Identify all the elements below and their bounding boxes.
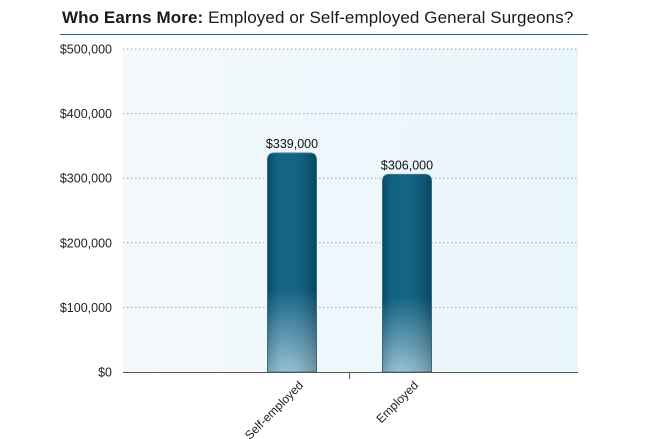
bar-shading [382, 174, 432, 372]
bar-value-label: $339,000 [266, 137, 318, 151]
title-divider [60, 34, 588, 35]
y-tick-label: $0 [98, 366, 112, 380]
y-tick-label: $100,000 [60, 301, 112, 315]
chart-title-rest: Employed or Self-employed General Surgeo… [203, 8, 574, 27]
plot-area [123, 49, 578, 372]
y-tick-label: $400,000 [60, 107, 112, 121]
bars: $339,000 $306,000 [266, 137, 433, 373]
bar-value-label: $306,000 [381, 158, 433, 172]
y-tick-label: $500,000 [60, 43, 112, 57]
chart-title: Who Earns More: Employed or Self-employe… [62, 8, 573, 28]
chart-title-bold: Who Earns More: [62, 8, 204, 27]
x-axis: Self-employed Employed [123, 372, 578, 439]
x-tick-label: Self-employed [242, 378, 306, 439]
bar-shading [267, 153, 317, 372]
y-tick-label: $200,000 [60, 236, 112, 250]
y-axis: $0 $100,000 $200,000 $300,000 $400,000 $500,0… [60, 43, 112, 380]
x-tick-label: Employed [373, 378, 421, 426]
y-tick-label: $300,000 [60, 172, 112, 186]
